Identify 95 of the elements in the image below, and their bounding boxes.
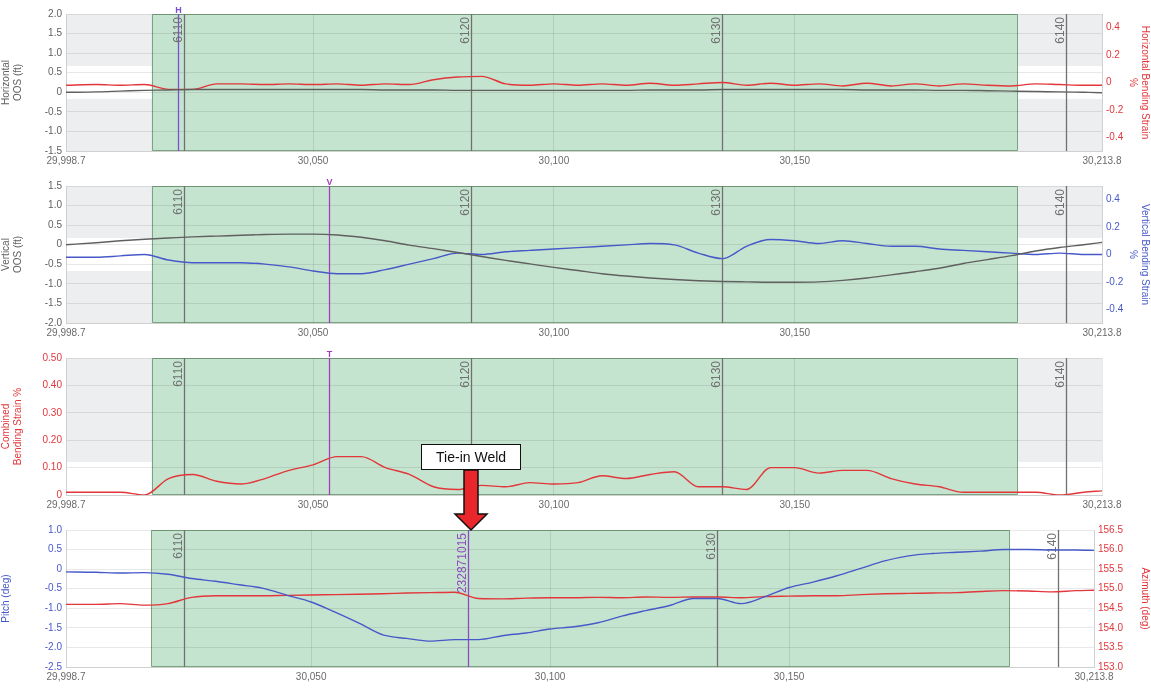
x-tick-label: 30,150 bbox=[779, 154, 811, 166]
y-tick-label: 0.5 bbox=[48, 543, 63, 555]
y-axis-title: Vertical OOS (ft) bbox=[0, 235, 23, 274]
y-tick-label: 0 bbox=[56, 238, 63, 250]
x-tick-label: 29,998.7 bbox=[46, 326, 86, 338]
annotation: 6110 bbox=[171, 188, 185, 215]
x-tick-label: 30,100 bbox=[538, 498, 570, 510]
y2-tick-label: 0.2 bbox=[1106, 220, 1121, 232]
y2-tick-label: -0.4 bbox=[1106, 303, 1124, 315]
annotation: 6110 bbox=[171, 532, 185, 559]
x-tick-label: 30,050 bbox=[297, 498, 329, 510]
x-tick-label: 30,050 bbox=[297, 154, 329, 166]
y2-tick-label: 154.0 bbox=[1098, 621, 1124, 633]
annotation: 6130 bbox=[704, 532, 718, 560]
y2-tick-label: 0.2 bbox=[1106, 48, 1121, 60]
y-tick-label: -1.0 bbox=[44, 277, 63, 289]
y2-axis-title: Horizontal Bending Strain % bbox=[1128, 25, 1151, 140]
annotation: 6120 bbox=[458, 188, 472, 216]
y-tick-label: 0.50 bbox=[42, 351, 63, 363]
annotation: 6130 bbox=[709, 188, 723, 216]
annotation: 6140 bbox=[1045, 532, 1059, 560]
y-tick-label: 0.5 bbox=[48, 66, 63, 78]
annotation: 6140 bbox=[1053, 188, 1067, 216]
x-tick-label: 30,213.8 bbox=[1082, 154, 1122, 166]
y-tick-label: 0.30 bbox=[42, 406, 63, 418]
y-axis-title: Horizontal OOS (ft) bbox=[0, 59, 23, 106]
y2-tick-label: 156.5 bbox=[1098, 523, 1124, 535]
y-tick-label: 0.5 bbox=[48, 218, 63, 230]
y2-tick-label: 153.0 bbox=[1098, 660, 1124, 672]
ref-line-label: V bbox=[326, 176, 333, 187]
x-tick-label: 29,998.7 bbox=[46, 498, 86, 510]
annotation: 6140 bbox=[1053, 360, 1067, 388]
x-tick-label: 29,998.7 bbox=[46, 154, 86, 166]
y2-tick-label: 0 bbox=[1106, 248, 1112, 260]
y-tick-label: -0.5 bbox=[44, 105, 63, 117]
annotation: 6140 bbox=[1053, 16, 1067, 44]
y-tick-label: 1.5 bbox=[48, 179, 63, 191]
y-tick-label: 1.0 bbox=[48, 199, 63, 211]
annotation: Tie-in Weld bbox=[421, 444, 522, 470]
y2-tick-label: -0.2 bbox=[1106, 275, 1124, 287]
y2-axis-title: Azimuth (deg) bbox=[1140, 567, 1151, 630]
x-tick-label: 30,100 bbox=[534, 670, 566, 682]
y-tick-label: -2.0 bbox=[44, 316, 63, 328]
x-tick-label: 30,213.8 bbox=[1082, 326, 1122, 338]
y-axis-title: Combined Bending Strain % bbox=[0, 387, 23, 466]
annotation: 232871015 bbox=[455, 532, 469, 594]
annotation: 6130 bbox=[709, 360, 723, 388]
y-tick-label: -0.5 bbox=[44, 258, 63, 270]
y-tick-label: -1.0 bbox=[44, 125, 63, 137]
y2-tick-label: -0.2 bbox=[1106, 103, 1124, 115]
ref-line-label: T bbox=[326, 348, 333, 359]
y-tick-label: -1.5 bbox=[44, 621, 63, 633]
x-tick-label: 29,998.7 bbox=[46, 670, 86, 682]
y-tick-label: 2.0 bbox=[48, 7, 63, 19]
x-tick-label: 30,150 bbox=[779, 326, 811, 338]
x-tick-label: 30,150 bbox=[779, 498, 811, 510]
y-tick-label: 1.5 bbox=[48, 27, 63, 39]
y2-tick-label: 0.4 bbox=[1106, 193, 1121, 205]
y-tick-label: -1.5 bbox=[44, 297, 63, 309]
y2-tick-label: 0 bbox=[1106, 76, 1112, 88]
y-tick-label: 0.40 bbox=[42, 379, 63, 391]
x-tick-label: 30,050 bbox=[295, 670, 327, 682]
y2-tick-label: 153.5 bbox=[1098, 641, 1124, 653]
y-tick-label: 0.20 bbox=[42, 433, 63, 445]
x-tick-label: 30,100 bbox=[538, 326, 570, 338]
y2-tick-label: -0.4 bbox=[1106, 131, 1124, 143]
annotation: 6120 bbox=[458, 360, 472, 388]
x-tick-label: 30,150 bbox=[773, 670, 805, 682]
annotation: 6130 bbox=[709, 16, 723, 44]
y-tick-label: -2.0 bbox=[44, 641, 63, 653]
y2-axis-title: Vertical Bending Strain % bbox=[1128, 203, 1151, 306]
annotation: 6120 bbox=[458, 16, 472, 44]
ref-line-label: H bbox=[175, 4, 182, 15]
y2-tick-label: 155.0 bbox=[1098, 582, 1124, 594]
annotation: 6110 bbox=[171, 360, 185, 387]
y-tick-label: -2.5 bbox=[44, 660, 63, 672]
y-tick-label: 1.0 bbox=[48, 523, 63, 535]
y-tick-label: 0 bbox=[56, 488, 63, 500]
y-tick-label: 0 bbox=[56, 86, 63, 98]
x-tick-label: 30,050 bbox=[297, 326, 329, 338]
y2-tick-label: 155.5 bbox=[1098, 562, 1124, 574]
y2-tick-label: 154.5 bbox=[1098, 602, 1124, 614]
y-tick-label: 0 bbox=[56, 562, 63, 574]
x-tick-label: 30,213.8 bbox=[1074, 670, 1114, 682]
annotation: 6110 bbox=[171, 16, 185, 43]
y-axis-title: Pitch (deg) bbox=[0, 574, 11, 623]
x-tick-label: 30,100 bbox=[538, 154, 570, 166]
y-tick-label: -1.5 bbox=[44, 144, 63, 156]
y-tick-label: -1.0 bbox=[44, 602, 63, 614]
y-tick-label: 1.0 bbox=[48, 46, 63, 58]
y-tick-label: 0.10 bbox=[42, 461, 63, 473]
y-tick-label: -0.5 bbox=[44, 582, 63, 594]
y2-tick-label: 0.4 bbox=[1106, 21, 1121, 33]
x-tick-label: 30,213.8 bbox=[1082, 498, 1122, 510]
y2-tick-label: 156.0 bbox=[1098, 543, 1124, 555]
